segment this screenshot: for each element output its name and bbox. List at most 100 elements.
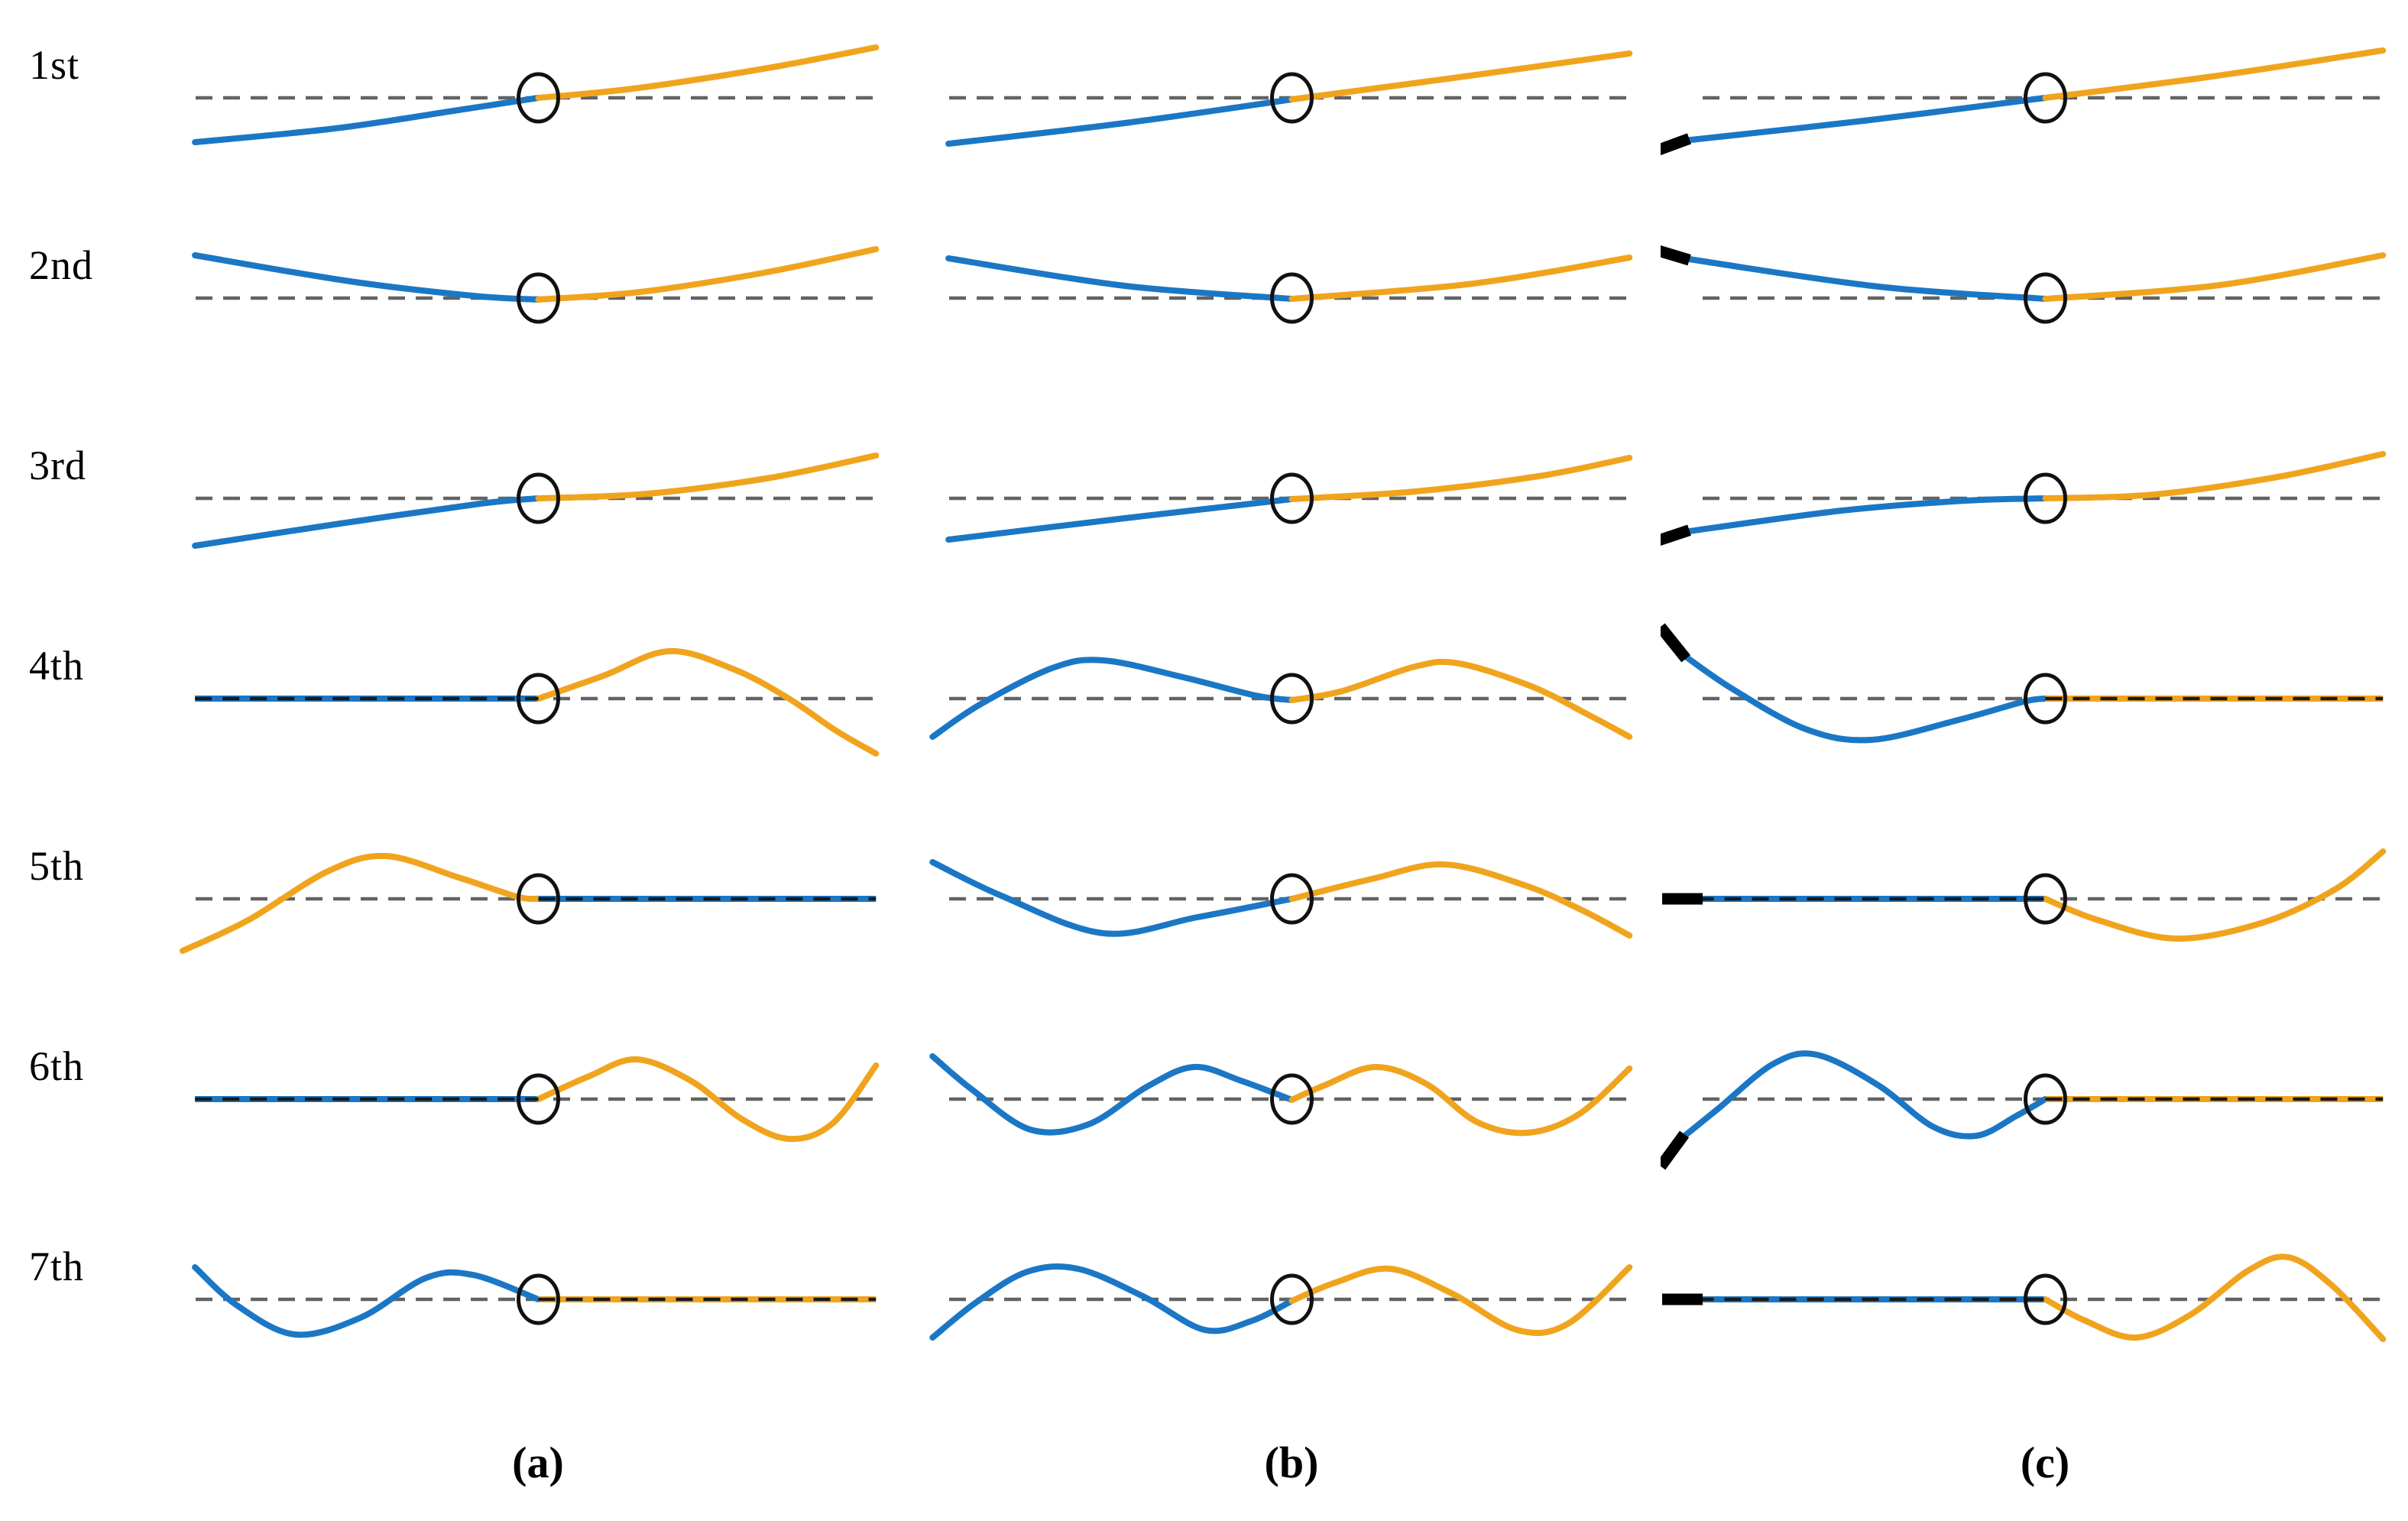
- right-segment-curve: [2042, 1253, 2387, 1342]
- mode-row-7: 7th: [0, 1206, 2408, 1406]
- mode-cell: [154, 205, 880, 405]
- mode-cell: [907, 1206, 1633, 1406]
- left-segment-curve: [945, 96, 1295, 147]
- mode-shape-panel: [1662, 1253, 2387, 1342]
- left-segment-curve: [1680, 95, 2049, 144]
- end-marker: [1661, 245, 1691, 266]
- junction-circle: [517, 472, 560, 524]
- right-segment-curve: [2042, 252, 2387, 302]
- junction-circle: [1270, 472, 1314, 524]
- left-segment-curve: [929, 1053, 1295, 1136]
- junction-circle: [1270, 1273, 1314, 1325]
- caption-spacer: [0, 1406, 126, 1513]
- junction-circle: [2024, 1273, 2067, 1325]
- right-segment-curve: [1288, 255, 1633, 302]
- mode-cell: [154, 605, 880, 806]
- mode-shape-panel: [192, 452, 880, 549]
- mode-shape-panel: [945, 455, 1633, 543]
- mode-shape-panel: [1661, 47, 2387, 156]
- mode-cell: [1661, 605, 2387, 806]
- junction-circle: [2024, 673, 2067, 725]
- junction-circle: [2024, 472, 2067, 524]
- left-segment-curve: [1680, 495, 2049, 535]
- mode-shape-panel: [192, 1264, 877, 1338]
- mode-shape-panel: [195, 647, 880, 757]
- caption-b: (b): [1264, 1438, 1319, 1487]
- mode-cell: [1661, 405, 2387, 605]
- right-segment-curve: [535, 44, 880, 101]
- left-segment-curve: [192, 1264, 542, 1338]
- junction-circle: [1270, 673, 1314, 725]
- right-segment-curve: [1288, 50, 1633, 102]
- mode-shape-panel: [180, 852, 877, 954]
- junction-circle: [2024, 1073, 2067, 1125]
- mode-cell: [154, 405, 880, 605]
- mode-cell: [1661, 806, 2387, 1006]
- right-segment-curve: [1288, 861, 1633, 939]
- junction-circle: [1270, 1073, 1314, 1125]
- caption-a: (a): [512, 1438, 564, 1487]
- mode-shape-panel: [929, 1263, 1633, 1341]
- right-segment-curve: [2042, 451, 2387, 501]
- mode-row-6: 6th: [0, 1006, 2408, 1206]
- mode-row-4: 4th: [0, 605, 2408, 806]
- mode-shape-panel: [1662, 848, 2387, 942]
- left-segment-curve: [1677, 1050, 2049, 1142]
- mode-cell: [907, 806, 1633, 1006]
- mode-cell: [907, 405, 1633, 605]
- mode-shape-panel: [929, 1053, 1633, 1137]
- caption-row: (a) (b) (c): [0, 1406, 2408, 1513]
- junction-circle: [517, 1073, 560, 1125]
- mode-shape-panel: [192, 246, 880, 324]
- left-segment-curve: [192, 252, 542, 303]
- mode-shape-panel: [945, 255, 1633, 324]
- left-segment-curve: [929, 1263, 1295, 1341]
- mode-cell: [1661, 5, 2387, 205]
- left-segment-curve: [180, 852, 542, 954]
- mode-row-3: 3rd: [0, 405, 2408, 605]
- mode-shape-panel: [1661, 1050, 2384, 1170]
- junction-circle: [2024, 873, 2067, 925]
- mode-cell: [907, 1006, 1633, 1206]
- right-segment-curve: [1288, 1063, 1633, 1137]
- mode-shape-panel: [945, 50, 1633, 147]
- right-segment-curve: [1288, 658, 1633, 740]
- end-marker: [1661, 1130, 1690, 1170]
- end-marker: [1661, 623, 1691, 663]
- mode-cell: [154, 1006, 880, 1206]
- left-segment-curve: [929, 657, 1295, 740]
- row-label-7th: 7th: [29, 1244, 85, 1289]
- caption-c: (c): [2020, 1438, 2070, 1487]
- mode-shape-panel: [929, 859, 1633, 939]
- mode-shape-panel: [195, 1056, 880, 1143]
- junction-circle: [2024, 272, 2067, 324]
- junction-circle: [1270, 873, 1314, 925]
- caption-cell-b: (b): [907, 1406, 1633, 1513]
- mode-cell: [907, 205, 1633, 405]
- mode-cell: [154, 806, 880, 1006]
- left-segment-curve: [929, 859, 1295, 937]
- junction-circle: [517, 72, 560, 124]
- right-segment-curve: [1288, 455, 1633, 502]
- row-label-2nd: 2nd: [29, 242, 93, 288]
- right-segment-curve: [2042, 848, 2387, 942]
- right-segment-curve: [1288, 1264, 1633, 1336]
- mode-shape-panel: [929, 657, 1633, 740]
- right-segment-curve: [2042, 47, 2387, 101]
- row-label-1st: 1st: [29, 42, 80, 88]
- right-segment-curve: [535, 647, 880, 757]
- mode-cell: [907, 5, 1633, 205]
- junction-circle: [1270, 72, 1314, 124]
- left-segment-curve: [1679, 651, 2049, 744]
- caption-cell-a: (a): [154, 1406, 880, 1513]
- junction-circle: [517, 272, 560, 324]
- end-marker: [1661, 524, 1691, 546]
- junction-circle: [517, 1273, 560, 1325]
- mode-shape-panel: [1661, 623, 2384, 744]
- mode-row-5: 5th: [0, 806, 2408, 1006]
- row-label-5th: 5th: [29, 843, 85, 889]
- row-label-3rd: 3rd: [29, 443, 86, 488]
- junction-circle: [517, 873, 560, 925]
- mode-cell: [154, 1206, 880, 1406]
